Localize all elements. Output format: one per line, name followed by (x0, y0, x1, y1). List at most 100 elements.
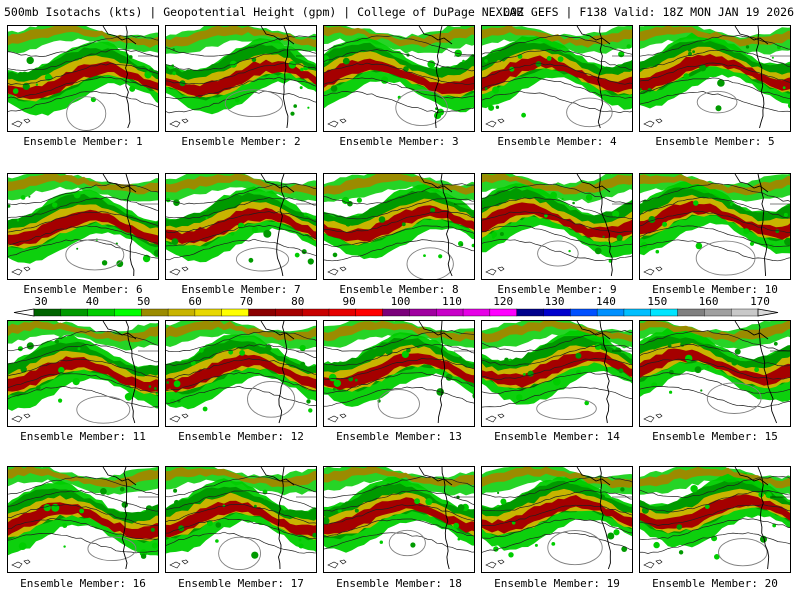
height-contour (640, 372, 790, 395)
height-contour (482, 344, 632, 367)
colorbar-swatch (194, 308, 223, 317)
coastline (434, 26, 443, 129)
coastline (599, 467, 611, 570)
map-graphic (482, 26, 632, 129)
isotach-speckle (522, 373, 526, 376)
height-contour (8, 490, 158, 512)
isotach-north-core (640, 174, 790, 196)
isotach-speckle (237, 222, 245, 229)
isotach-speckle (215, 539, 219, 543)
colorbar-swatch (114, 308, 142, 317)
height-closed-contour (566, 97, 613, 128)
isotach-speckle (169, 398, 176, 405)
ensemble-member-map (165, 25, 317, 132)
isotach-speckle (324, 517, 330, 525)
isotach-speckle (17, 71, 24, 78)
isotach-core-red (482, 495, 632, 534)
isotach-speckle (53, 202, 58, 207)
isotach-speckle (290, 111, 295, 116)
height-contour (8, 386, 158, 408)
height-contour (166, 35, 316, 57)
isotach-speckle (714, 554, 720, 560)
isotach-north-core (482, 174, 632, 195)
colorbar-swatch (382, 308, 410, 317)
isotach-speckle (749, 241, 755, 246)
isotach-speckle (166, 197, 171, 203)
height-contour (640, 225, 790, 247)
isotach-north-core (324, 321, 474, 342)
height-contour (482, 531, 632, 553)
map-graphic (166, 174, 316, 277)
height-closed-contour (695, 240, 756, 276)
isotach-speckle (430, 207, 436, 213)
isotach-north-core (324, 26, 474, 48)
colorbar-swatch (516, 308, 544, 317)
isotach-speckle (782, 86, 786, 90)
isotach-speckle (621, 546, 628, 552)
colorbar-swatch (275, 308, 303, 317)
isotach-speckle (28, 195, 31, 198)
isotach-speckle (669, 369, 674, 375)
isotach-speckle (21, 71, 28, 78)
isotach-speckle (333, 379, 341, 387)
isotach-speckle (460, 243, 464, 247)
alaska-coastline (418, 321, 453, 340)
isotach-speckle (608, 259, 612, 263)
isotach-speckle (58, 366, 65, 374)
colorbar-label: 40 (85, 295, 100, 308)
isotach-speckle (356, 197, 362, 203)
ensemble-member-caption: Ensemble Member: 8 (339, 283, 459, 296)
colorbar-label: 140 (595, 295, 616, 308)
isotach-speckle (298, 538, 302, 542)
alaska-coastline (576, 26, 611, 45)
isotach-band-yellow (324, 492, 474, 537)
isotach-core-red (324, 205, 474, 242)
island-outline (169, 118, 189, 128)
height-contour (482, 90, 632, 113)
isotach-speckle (754, 367, 759, 373)
colorbar-swatch (596, 308, 625, 317)
height-closed-contour (406, 247, 454, 279)
height-contour (166, 182, 316, 205)
height-contour (324, 330, 474, 352)
isotach-speckle (17, 346, 23, 352)
map-graphic (482, 321, 632, 424)
isotach-speckle (54, 339, 60, 344)
isotach-speckle (263, 229, 272, 238)
height-contour (8, 225, 158, 246)
coastline (125, 174, 135, 277)
colorbar-label: 130 (544, 295, 565, 308)
ensemble-member-map (323, 25, 475, 132)
isotach-speckle (743, 228, 750, 235)
height-contour (482, 35, 632, 55)
isotach-speckle (378, 486, 383, 491)
isotach-speckle (484, 59, 488, 63)
height-contour (324, 211, 474, 233)
isotach-north-core (482, 321, 632, 343)
height-contour (8, 196, 158, 219)
isotach-speckle (294, 252, 300, 258)
isotach-speckle (312, 532, 316, 538)
ensemble-member-map (7, 173, 159, 280)
height-closed-contour (388, 529, 426, 557)
isotach-speckle (683, 73, 690, 80)
map-graphic (640, 26, 790, 129)
map-graphic (8, 467, 158, 570)
isotach-north-core (324, 174, 474, 195)
height-contour (482, 518, 632, 539)
isotach-speckle (151, 542, 158, 549)
height-closed-contour (718, 538, 768, 567)
isotach-speckle (550, 191, 557, 199)
isotach-speckle (568, 249, 571, 253)
isotach-speckle (101, 260, 108, 266)
height-contour (324, 372, 474, 394)
isotach-speckle (63, 545, 66, 548)
isotach-speckle (572, 201, 575, 205)
ensemble-member-map (323, 320, 475, 427)
isotach-north-core (166, 26, 316, 48)
colorbar-label: 170 (750, 295, 770, 308)
isotach-speckle (26, 56, 34, 65)
isotach-speckle (345, 221, 351, 227)
isotach-speckle (653, 541, 660, 549)
ensemble-member-caption: Ensemble Member: 4 (497, 135, 617, 148)
